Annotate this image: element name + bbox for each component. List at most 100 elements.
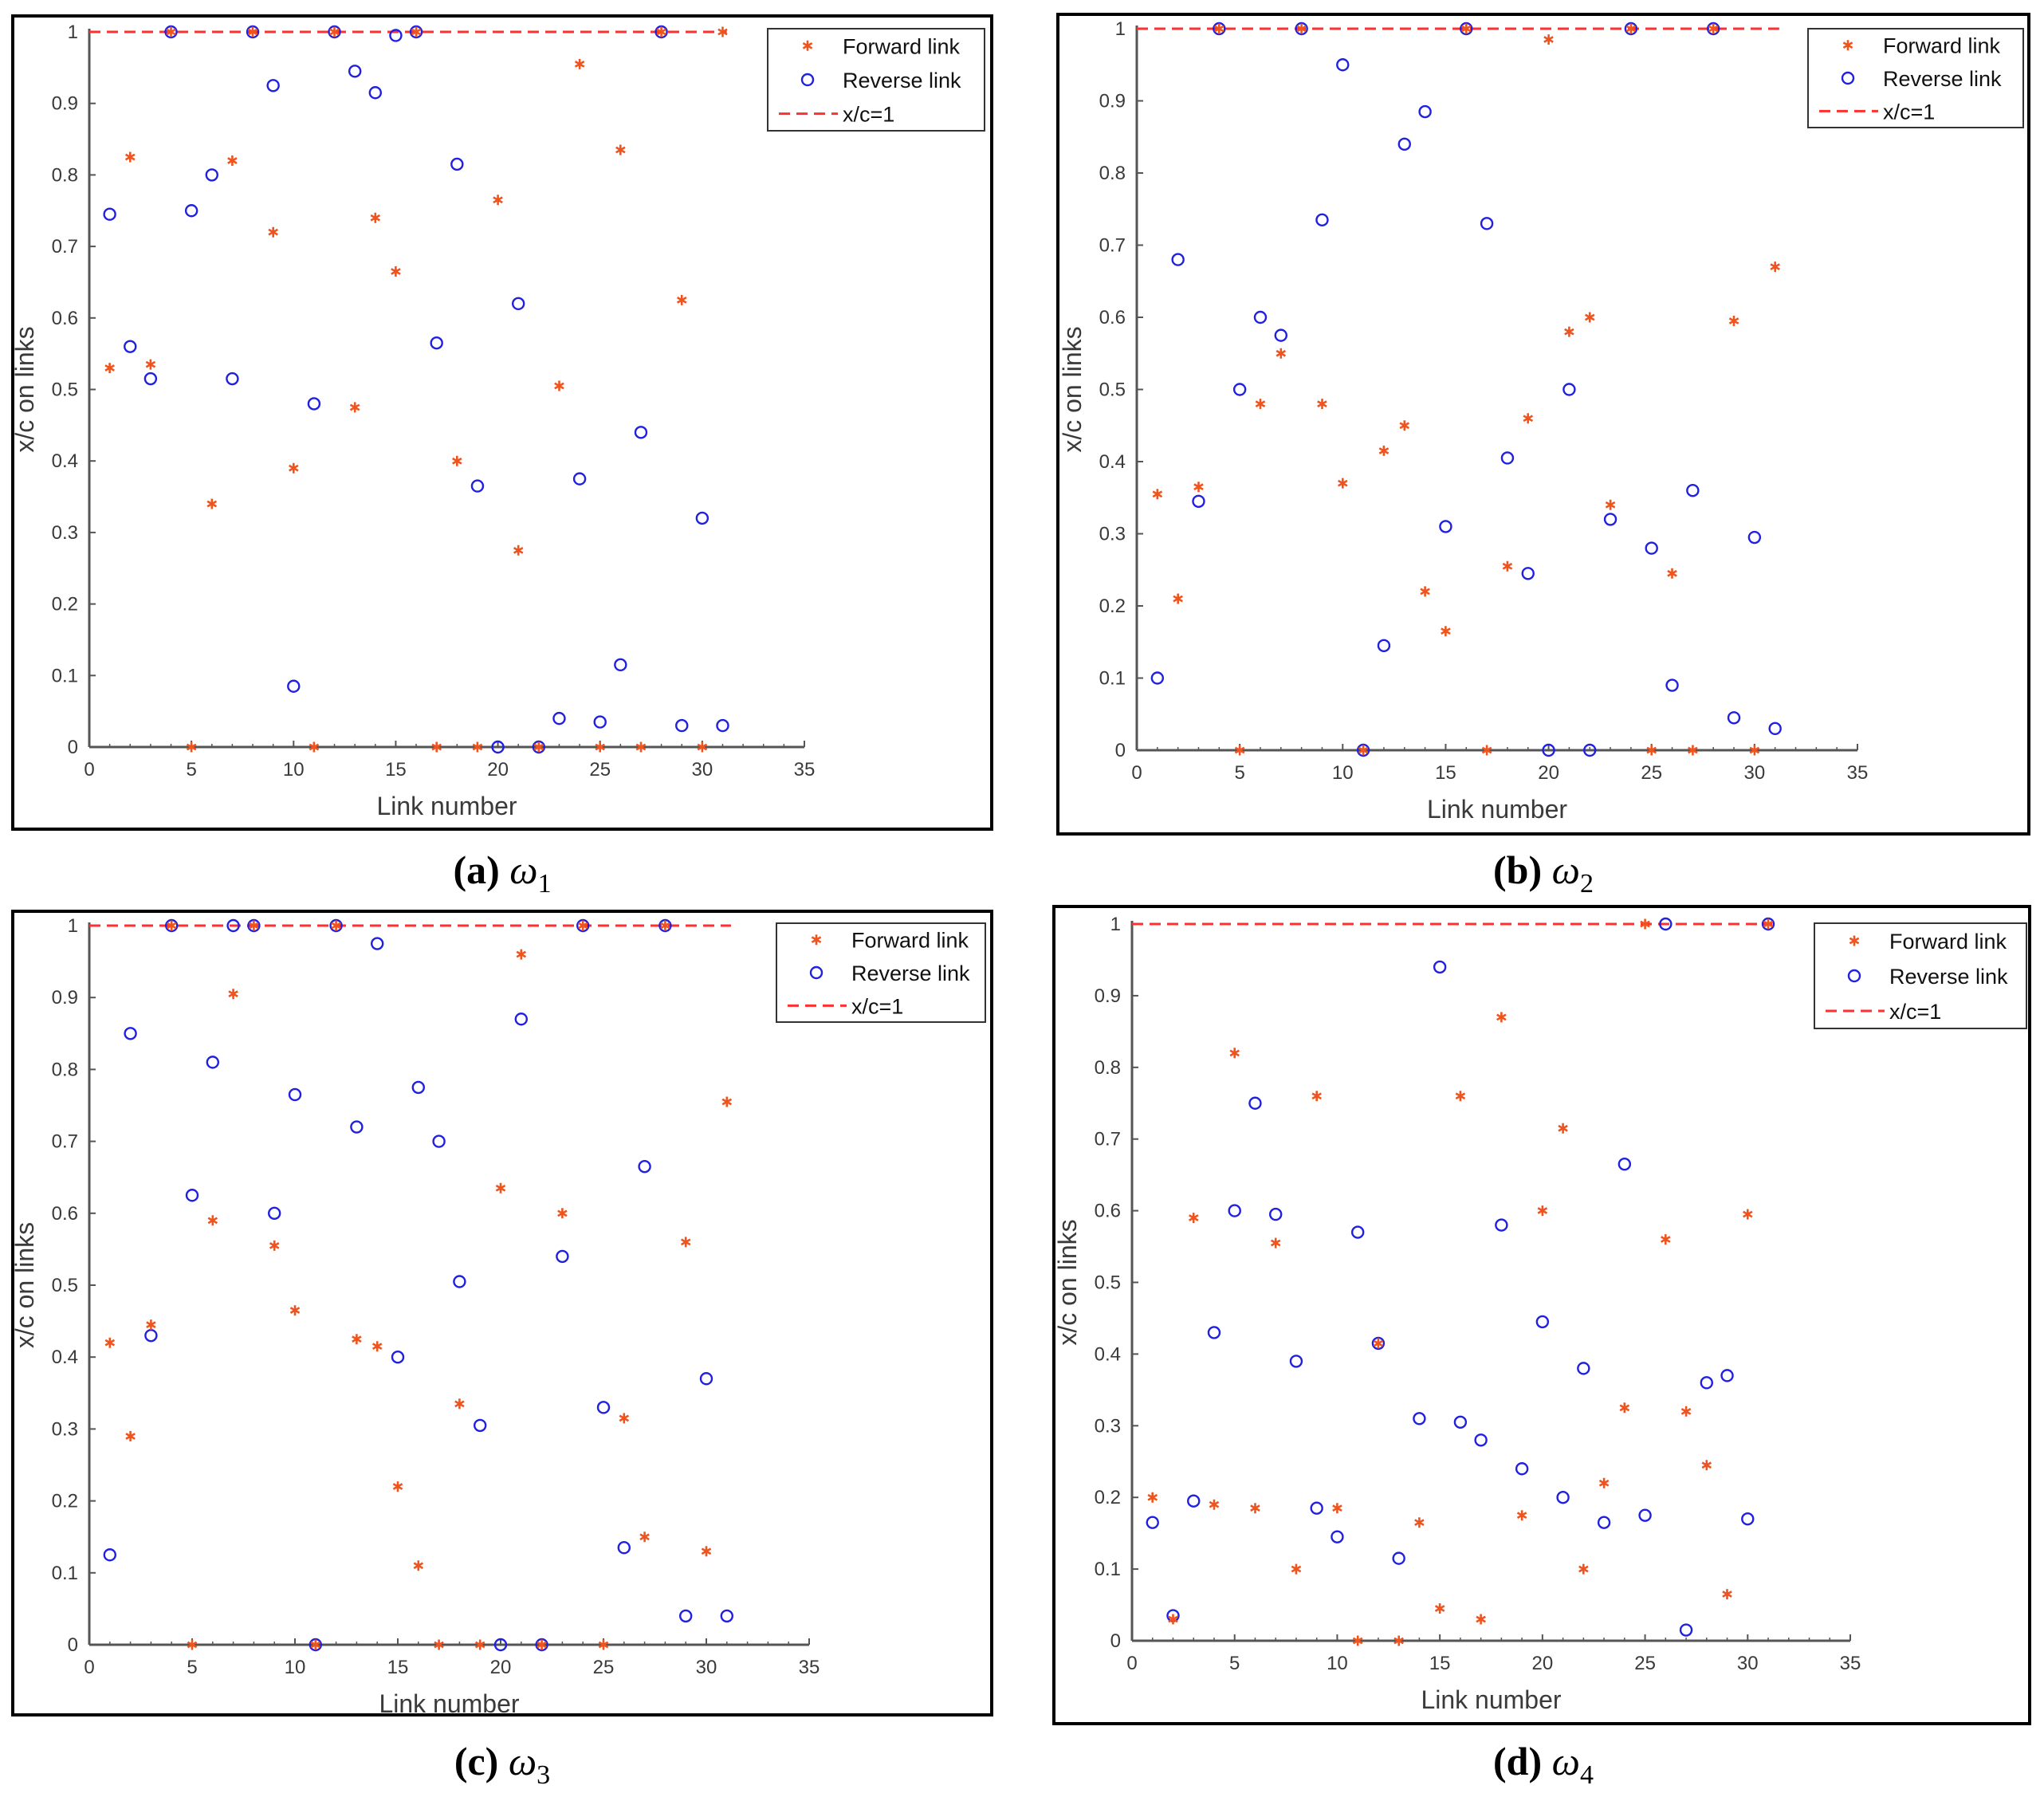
c-forward-point — [537, 1639, 547, 1650]
a-reverse-point — [328, 25, 341, 39]
c-x-axis-label: Link number — [379, 1689, 519, 1718]
a-x-tick-label: 35 — [794, 759, 816, 781]
b-reverse-point — [1706, 22, 1720, 36]
c-forward-point — [331, 920, 341, 931]
a-reverse-point — [512, 297, 525, 311]
d-reverse-point — [1289, 1355, 1303, 1368]
d-reverse-point — [1331, 1530, 1344, 1543]
d-forward-point — [1229, 1048, 1240, 1059]
caption-d-label: (d) — [1493, 1739, 1543, 1783]
c-reverse-point — [247, 918, 261, 933]
a-reverse-point — [695, 511, 710, 525]
b-forward-point — [1296, 23, 1307, 34]
a-reverse-point — [103, 207, 116, 221]
c-forward-point — [577, 920, 588, 931]
c-y-tick-label: 0.2 — [52, 1491, 78, 1512]
c-forward-point — [598, 1639, 609, 1650]
panel-c-frame — [11, 910, 993, 1716]
a-forward-point — [206, 498, 218, 509]
d-reverse-point — [1535, 1315, 1550, 1329]
b-x-tick-label: 15 — [1435, 762, 1456, 784]
d-reverse-point — [1228, 1204, 1241, 1217]
b-reverse-point — [1686, 484, 1700, 497]
b-forward-point — [1460, 23, 1472, 34]
caption-b-symbol: ω — [1551, 847, 1580, 892]
d-forward-point — [1414, 1517, 1425, 1528]
a-forward-point — [247, 26, 258, 37]
c-reverse-point — [493, 1638, 508, 1652]
b-reverse-point — [1356, 743, 1370, 757]
c-forward-point — [454, 1398, 465, 1410]
a-reverse-point — [716, 718, 729, 733]
a-reverse-point — [450, 157, 464, 171]
c-forward-point — [249, 920, 259, 931]
a-forward-point — [472, 741, 483, 753]
c-forward-point — [166, 920, 177, 931]
c-x-tick-label: 0 — [84, 1657, 94, 1678]
a-forward-point — [227, 155, 238, 166]
b-legend-reverse-label: Reverse link — [1883, 67, 2002, 91]
c-reverse-point — [514, 1013, 528, 1026]
a-forward-point — [370, 212, 381, 223]
d-forward-point — [1373, 1338, 1384, 1349]
d-legend-forward-marker — [1849, 935, 1860, 946]
a-y-tick-label: 0.6 — [52, 308, 78, 329]
d-forward-point — [1147, 1492, 1158, 1503]
a-forward-point — [166, 26, 176, 37]
a-y-tick-label: 0.9 — [52, 93, 78, 115]
c-forward-point — [434, 1639, 444, 1650]
d-forward-point — [1209, 1499, 1220, 1510]
b-x-tick-label: 0 — [1131, 762, 1142, 784]
c-forward-point — [310, 1639, 321, 1650]
a-x-tick-label: 5 — [186, 759, 196, 781]
b-y-tick-label: 0.8 — [1099, 163, 1126, 184]
panel-a-frame — [11, 14, 993, 831]
caption-a-symbol: ω — [509, 847, 538, 892]
d-forward-point — [1516, 1510, 1527, 1521]
c-forward-point — [721, 1096, 733, 1107]
d-reverse-point — [1453, 1415, 1468, 1429]
c-forward-point — [516, 949, 527, 960]
a-forward-point — [676, 294, 687, 305]
chart-panel-a: 0 5 10 15 20 25 30 35 0 0.1 0.2 0.3 0.4 0.5 0.6 0.7 0.8 0… — [10, 22, 985, 820]
c-reverse-point — [309, 1638, 322, 1652]
b-y-tick-label: 0.4 — [1099, 451, 1126, 473]
c-legend: Forward link Reverse link x/c=1 — [776, 922, 986, 1023]
c-y-tick-label: 0.8 — [52, 1059, 78, 1080]
c-forward-point — [187, 1639, 198, 1650]
caption-b-label: (b) — [1493, 847, 1543, 892]
b-reverse-point — [1460, 22, 1473, 36]
d-reverse-point — [1515, 1462, 1529, 1476]
a-forward-point — [635, 741, 647, 753]
b-reverse-point — [1768, 722, 1782, 736]
d-forward-point — [1434, 1603, 1445, 1614]
d-y-tick-label: 0.2 — [1095, 1487, 1121, 1508]
d-forward-point — [1640, 918, 1650, 930]
c-reverse-point — [432, 1134, 446, 1148]
d-legend-forward-label: Forward link — [1889, 930, 2007, 954]
a-forward-point — [574, 58, 585, 69]
a-reverse-point — [266, 79, 280, 92]
a-reverse-point — [287, 679, 301, 693]
b-forward-point — [1605, 499, 1616, 510]
b-reverse-point — [1171, 253, 1185, 266]
c-legend-forward-label: Forward link — [851, 929, 969, 953]
a-y-tick-label: 0.8 — [52, 164, 78, 186]
b-y-axis-label: x/c on links — [1058, 326, 1087, 452]
d-reverse-point — [1700, 1376, 1714, 1390]
d-reverse-point — [1268, 1207, 1283, 1221]
b-reverse-point — [1645, 541, 1658, 555]
a-forward-point — [391, 266, 401, 277]
c-reverse-point — [268, 1206, 281, 1221]
a-y-tick-label: 0.5 — [52, 379, 78, 401]
c-reverse-point — [556, 1249, 569, 1264]
a-x-tick-label: 0 — [84, 759, 94, 781]
b-y-tick-label: 0.5 — [1099, 379, 1126, 401]
d-y-tick-label: 0.1 — [1095, 1559, 1121, 1580]
b-y-tick-label: 0.2 — [1099, 596, 1126, 617]
b-reverse-point — [1624, 22, 1638, 36]
b-reverse-point — [1377, 639, 1391, 652]
a-forward-point — [124, 151, 136, 163]
b-forward-point — [1584, 312, 1595, 323]
